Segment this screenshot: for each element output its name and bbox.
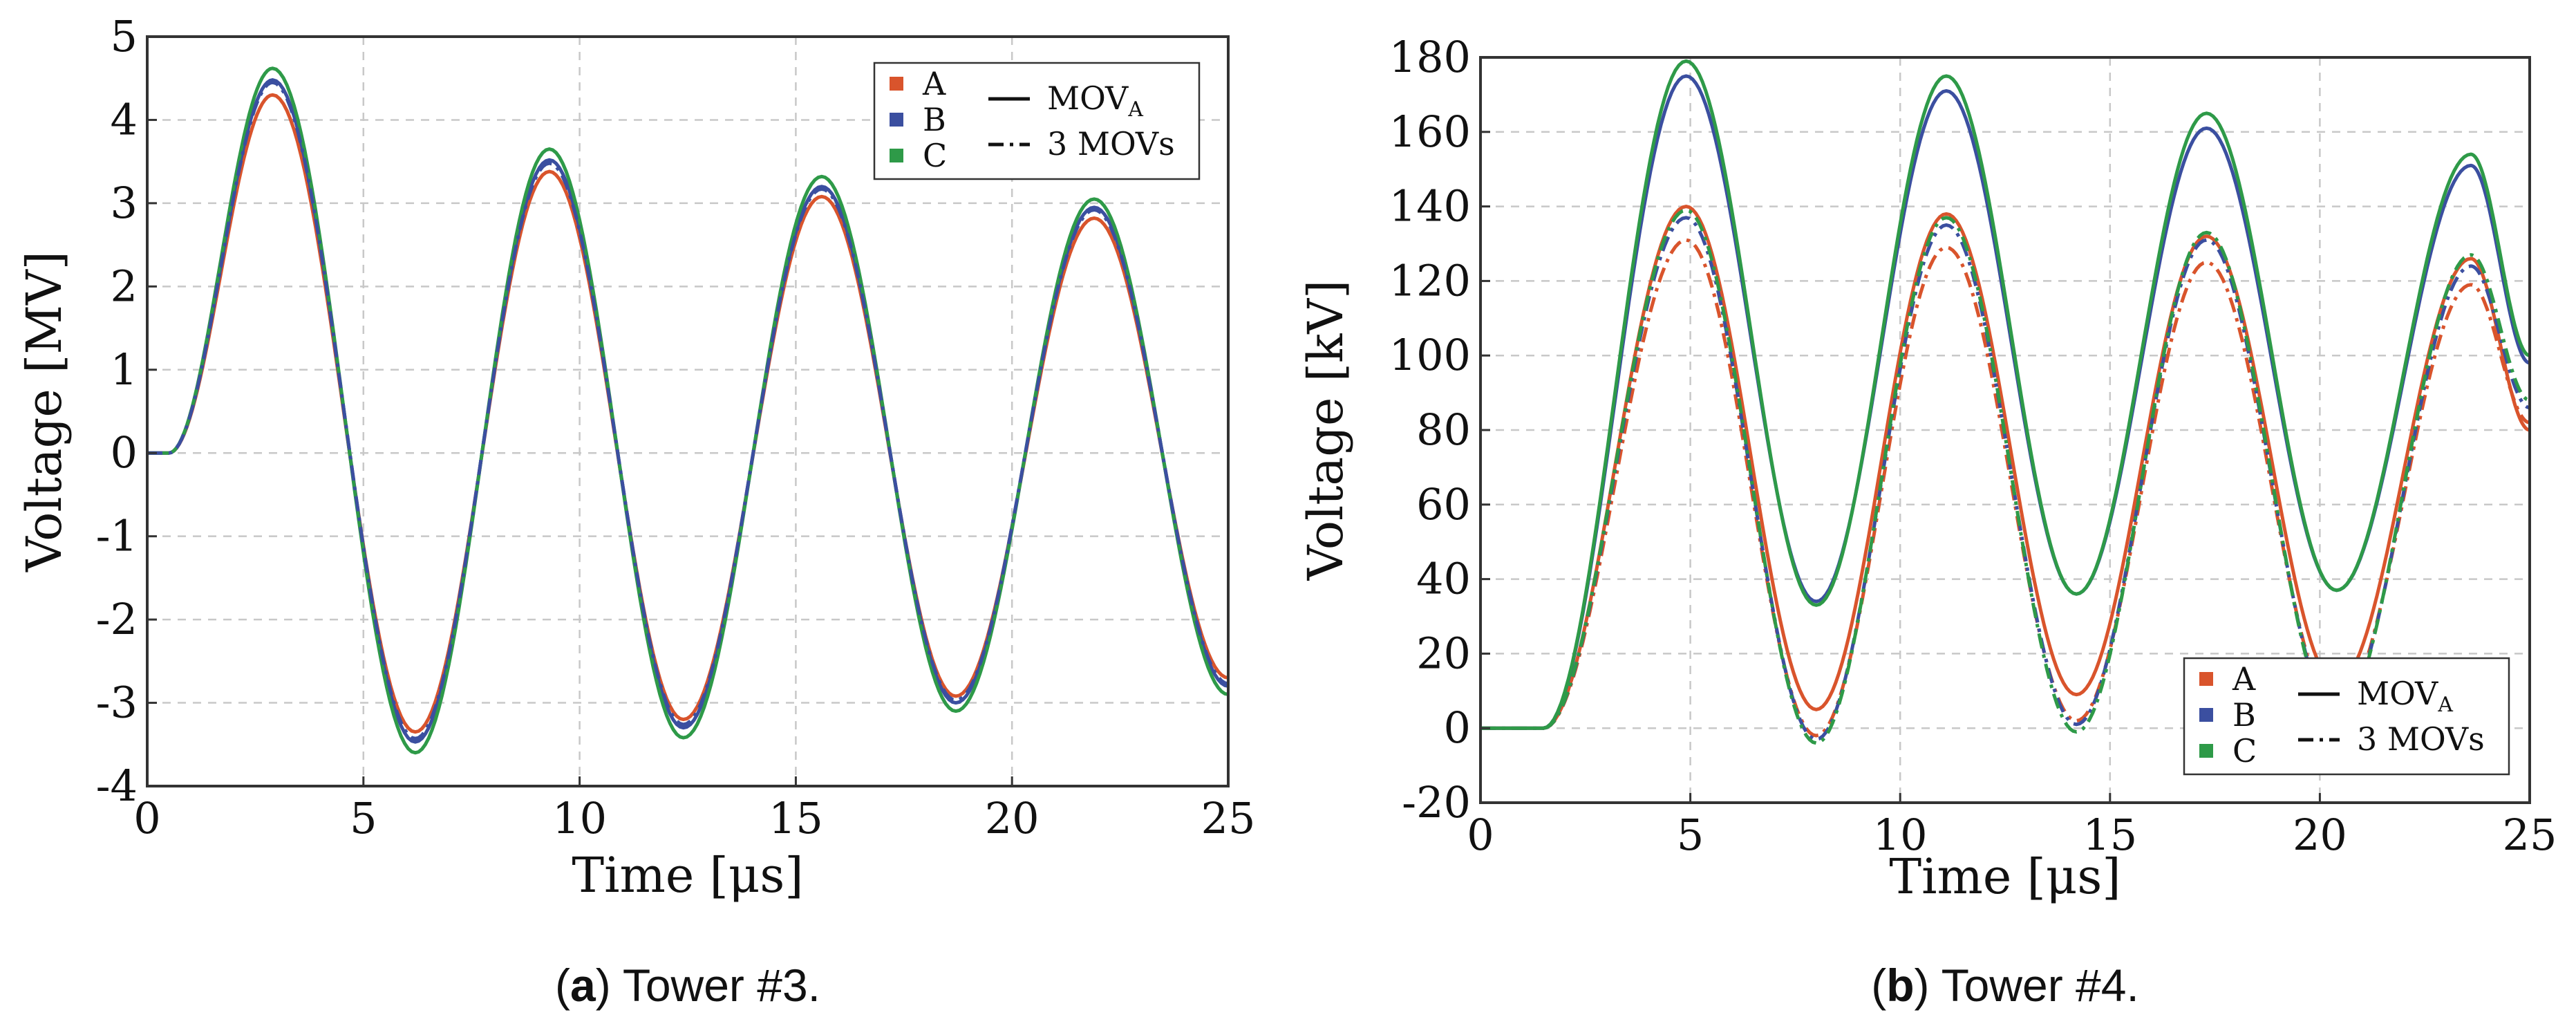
legend-style-label: 3 MOVs	[2357, 720, 2485, 758]
legend-phase-label: A	[2232, 660, 2256, 698]
y-axis-label-a: Voltage [MV]	[16, 251, 73, 572]
legend-style-label: 3 MOVs	[1047, 125, 1175, 162]
legend-box	[2183, 657, 2510, 776]
series-line	[1480, 59, 2530, 730]
series-line	[1480, 74, 2530, 730]
panel-label-b: b	[1886, 960, 1914, 1011]
y-tick-label: 60	[1416, 479, 1471, 530]
y-tick-label: 160	[1389, 106, 1471, 157]
y-tick-label: 80	[1416, 404, 1471, 455]
legend-subscript: A	[1127, 97, 1143, 122]
legend-box	[873, 62, 1201, 180]
legend-swatch	[2199, 744, 2213, 758]
legend-style-label: MOVA	[1047, 80, 1143, 122]
x-tick-label: 5	[1677, 810, 1704, 860]
legend-phase-label: B	[923, 101, 946, 138]
legend-swatch	[890, 77, 903, 91]
y-tick-label: 180	[1389, 32, 1471, 82]
legend-style-label: MOVA	[2357, 675, 2453, 717]
caption-a: (a) Tower #3.	[555, 960, 820, 1011]
y-tick-label: 3	[111, 178, 138, 228]
caption-text-a: Tower #3.	[623, 960, 820, 1011]
y-tick-label: 0	[1444, 702, 1471, 753]
legend-swatch	[890, 149, 903, 162]
caption-text-b: Tower #4.	[1942, 960, 2139, 1011]
panel-label-a: a	[570, 960, 596, 1011]
chart-panel-a: 0 5 10 15 20 25 -4 -3 -2 -1 0 1 2 3 4 5 Time [μs] Volta…	[16, 11, 1255, 1011]
y-tick-label: 4	[111, 94, 138, 144]
legend-phase-label: B	[2232, 696, 2256, 734]
x-tick-label: 10	[552, 793, 607, 843]
x-tick-label: 0	[1467, 810, 1494, 860]
y-tick-label: 40	[1416, 554, 1471, 604]
x-tick-label: 0	[133, 793, 160, 843]
series-b	[1480, 59, 2530, 745]
series-line	[1480, 205, 2530, 730]
x-tick-label: 25	[2503, 810, 2557, 860]
y-tick-label: 1	[111, 344, 138, 395]
x-tick-label: 5	[350, 793, 377, 843]
y-tick-label: 140	[1389, 181, 1471, 232]
legend-swatch	[890, 113, 903, 127]
y-tick-label: -20	[1402, 777, 1471, 828]
x-axis-label-b: Time [μs]	[1889, 848, 2121, 905]
x-tick-label: 20	[2293, 810, 2347, 860]
ticks-a: 0 5 10 15 20 25 -4 -3 -2 -1 0 1 2 3 4 5	[96, 11, 1256, 843]
y-tick-label: -1	[96, 511, 138, 561]
series-a	[147, 66, 1228, 755]
x-tick-label: 25	[1201, 793, 1256, 843]
y-tick-label: 100	[1389, 330, 1471, 380]
y-tick-label: -4	[96, 761, 138, 811]
series-line	[147, 80, 1228, 740]
y-tick-label: 0	[111, 427, 138, 478]
x-tick-label: 20	[985, 793, 1040, 843]
y-tick-label: -3	[96, 678, 138, 728]
legend-subscript: A	[2437, 693, 2453, 717]
legend-phase-label: C	[923, 137, 947, 174]
x-tick-label: 15	[2083, 810, 2137, 860]
legend-phase-label: C	[2232, 732, 2257, 770]
legend-phase-label: A	[922, 65, 946, 102]
series-line	[1480, 208, 2530, 745]
plot-frame-a	[146, 35, 1230, 787]
legend-swatch	[2199, 672, 2213, 686]
y-tick-label: -2	[96, 594, 138, 644]
y-axis-label-b: Voltage [kV]	[1297, 280, 1354, 581]
y-tick-label: 2	[111, 261, 138, 311]
x-axis-label-a: Time [μs]	[572, 847, 803, 904]
y-tick-label: 5	[111, 11, 138, 62]
grid-b	[1480, 57, 2530, 803]
x-tick-label: 10	[1873, 810, 1928, 860]
y-tick-label: 20	[1416, 628, 1471, 678]
y-tick-label: 120	[1389, 255, 1471, 306]
x-tick-label: 15	[769, 793, 823, 843]
legend-swatch	[2199, 708, 2213, 722]
caption-b: (b) Tower #4.	[1871, 960, 2139, 1011]
